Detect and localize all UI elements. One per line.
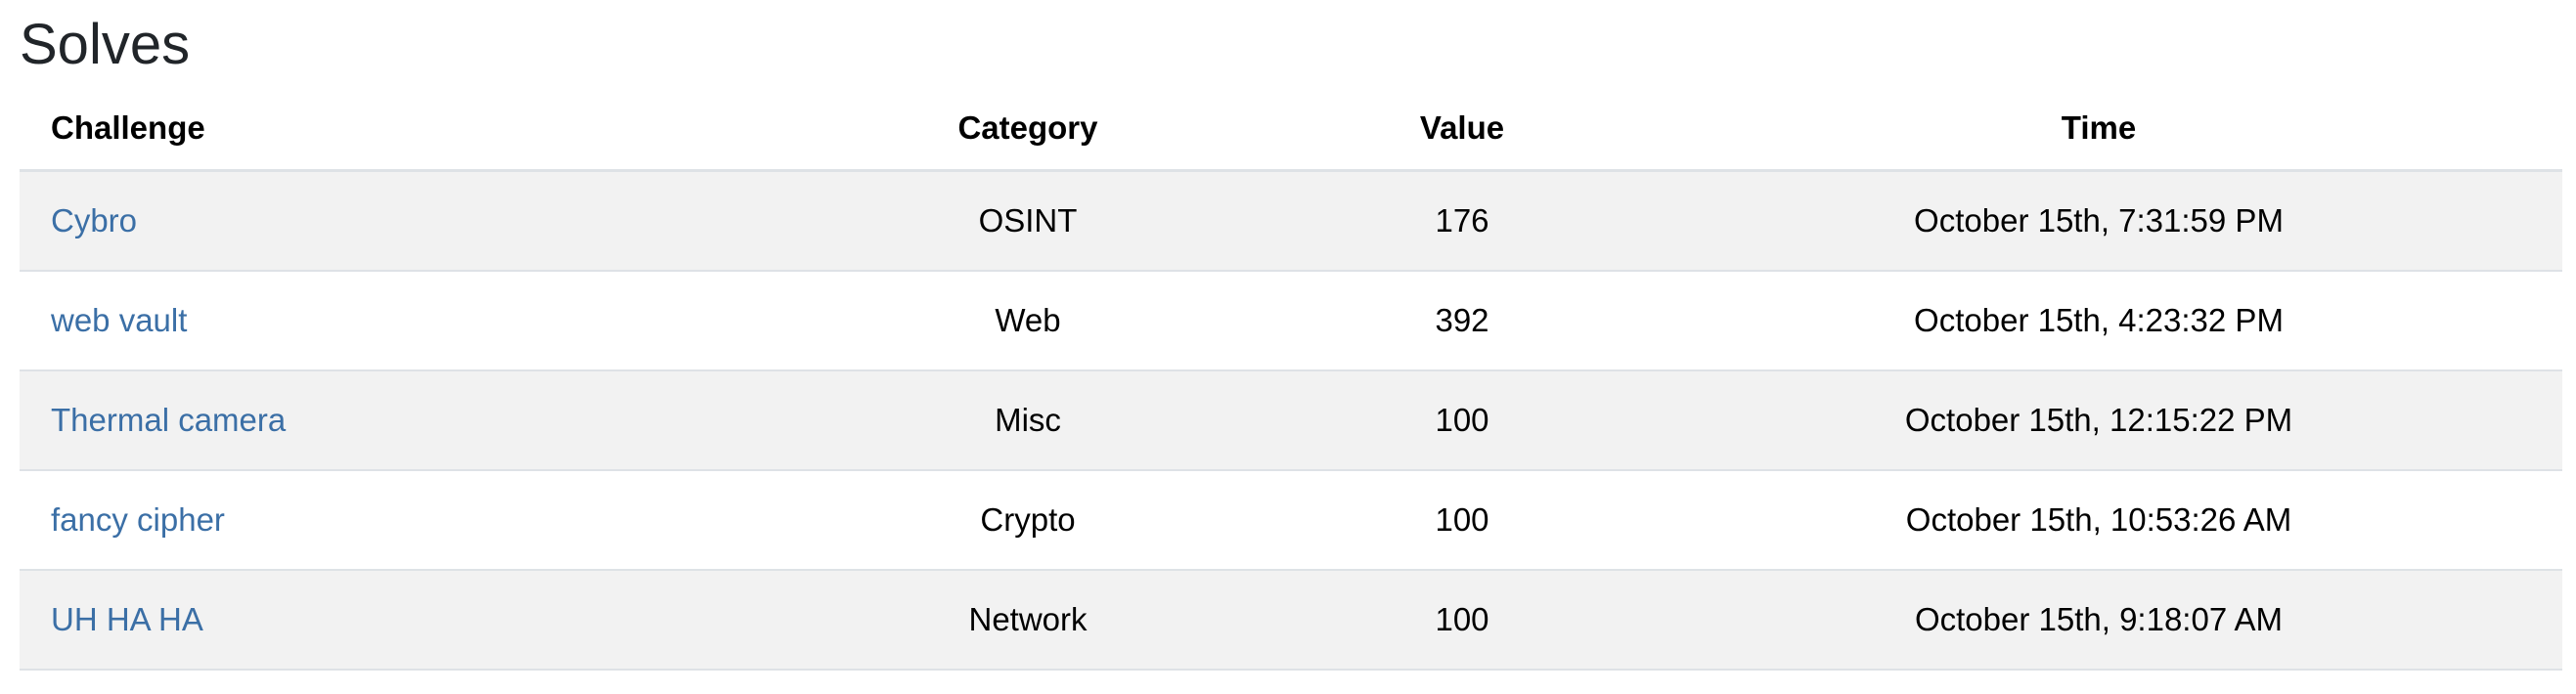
value-cell: 100 — [1289, 369, 1635, 470]
challenge-link[interactable]: Cybro — [51, 202, 138, 239]
table-header-row: Challenge Category Value Time — [20, 86, 2562, 172]
table-row: UH HA HA Network 100 October 15th, 9:18:… — [20, 569, 2562, 671]
value-cell: 176 — [1289, 169, 1635, 271]
challenge-cell: UH HA HA — [20, 569, 767, 671]
challenge-link[interactable]: Thermal camera — [51, 402, 287, 438]
time-cell: October 15th, 12:15:22 PM — [1635, 369, 2562, 470]
category-cell: Misc — [767, 369, 1289, 470]
table-header: Challenge Category Value Time — [20, 86, 2562, 172]
solves-section: Solves Challenge Category Value Time Cyb… — [20, 0, 2562, 671]
column-header-value: Value — [1289, 86, 1635, 172]
challenge-link[interactable]: web vault — [51, 302, 188, 338]
category-cell: Web — [767, 270, 1289, 370]
value-cell: 100 — [1289, 469, 1635, 570]
column-header-category: Category — [767, 86, 1289, 172]
challenge-link[interactable]: UH HA HA — [51, 601, 203, 637]
category-cell: OSINT — [767, 169, 1289, 271]
value-cell: 392 — [1289, 270, 1635, 370]
table-row: web vault Web 392 October 15th, 4:23:32 … — [20, 270, 2562, 370]
time-cell: October 15th, 9:18:07 AM — [1635, 569, 2562, 671]
time-cell: October 15th, 7:31:59 PM — [1635, 169, 2562, 271]
challenge-cell: web vault — [20, 270, 767, 370]
challenge-link[interactable]: fancy cipher — [51, 501, 225, 538]
challenge-cell: fancy cipher — [20, 469, 767, 570]
time-cell: October 15th, 10:53:26 AM — [1635, 469, 2562, 570]
table-body: Cybro OSINT 176 October 15th, 7:31:59 PM… — [20, 169, 2562, 671]
page-title: Solves — [20, 13, 191, 76]
category-cell: Crypto — [767, 469, 1289, 570]
challenge-cell: Thermal camera — [20, 369, 767, 470]
solves-table: Challenge Category Value Time Cybro OSIN… — [20, 86, 2562, 671]
table-row: Cybro OSINT 176 October 15th, 7:31:59 PM — [20, 169, 2562, 271]
category-cell: Network — [767, 569, 1289, 671]
table-row: fancy cipher Crypto 100 October 15th, 10… — [20, 469, 2562, 570]
column-header-challenge: Challenge — [20, 86, 767, 172]
challenge-cell: Cybro — [20, 169, 767, 271]
value-cell: 100 — [1289, 569, 1635, 671]
column-header-time: Time — [1635, 86, 2562, 172]
table-row: Thermal camera Misc 100 October 15th, 12… — [20, 369, 2562, 470]
time-cell: October 15th, 4:23:32 PM — [1635, 270, 2562, 370]
